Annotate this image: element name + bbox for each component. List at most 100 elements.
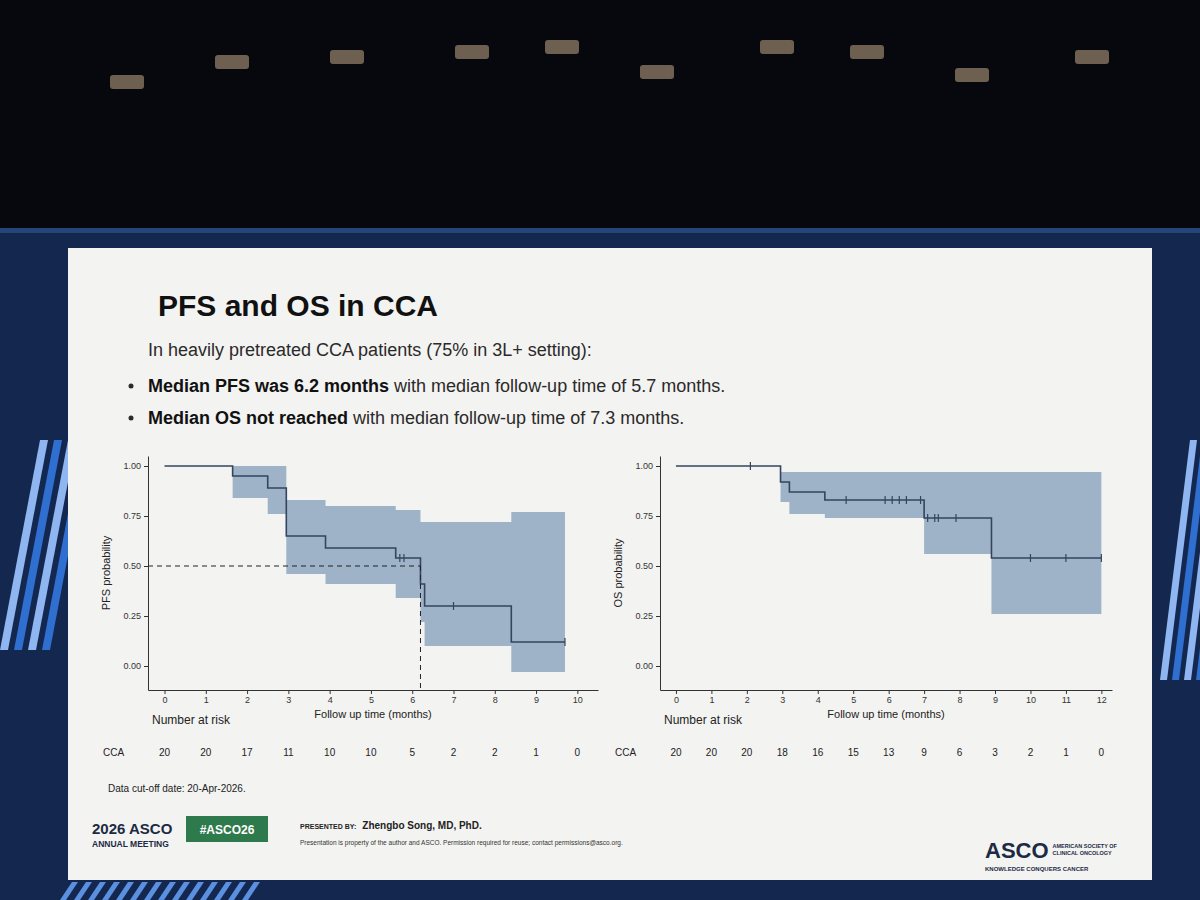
logo: ASCO [985,838,1049,863]
stripe [1196,440,1200,680]
x-axis-title: Follow up time (months) [314,708,431,720]
tick: 2 [745,690,750,705]
tick: 6 [887,690,892,705]
tick: 8 [958,690,963,705]
tick-label: 0.25 [635,611,653,621]
tick-mark [924,690,925,694]
tick-label: 7 [451,695,456,705]
tick-label: 7 [922,695,927,705]
tick-label: 1 [709,695,714,705]
stage-light [760,40,794,54]
tick-mark [288,690,289,694]
tick-label: 0.50 [635,561,653,571]
stage-light [330,50,364,64]
censor-mark [1030,554,1031,562]
stripe [130,882,148,900]
at-risk-value: 16 [812,747,824,758]
at-risk-label: CCA [103,747,124,758]
plot-area [676,462,1101,614]
bullet-text: with median follow-up time of 5.7 months… [393,376,725,396]
disclaimer: Presentation is property of the author a… [300,839,623,847]
tick-label: 9 [993,695,998,705]
censor-mark [1065,554,1066,562]
tick-mark [144,616,148,617]
tick-mark [889,690,890,694]
tick-label: 1 [204,695,209,705]
slide-title: PFS and OS in CCA [158,289,438,322]
tick-mark [960,690,961,694]
intro: In heavily pretreated CCA patients (75% … [148,340,592,360]
at-risk-value: 11 [283,747,294,758]
tick-mark [656,516,660,517]
stripe [1184,440,1200,680]
tick-mark [656,666,660,667]
tick-label: 4 [328,695,333,705]
slide-background [68,248,1152,880]
confidence-band [676,466,1101,614]
panel: 0123456789100.000.250.500.751.00Follow u… [100,457,599,759]
censor-mark [403,554,404,562]
tick-mark [747,690,748,694]
tick-mark [144,516,148,517]
at-risk-value: 10 [365,747,377,758]
at-risk-value: 9 [921,747,927,758]
stage-light [1075,50,1109,64]
stripe [214,882,232,900]
stripe [60,882,78,900]
stripe [102,882,120,900]
tick: 11 [1062,690,1071,705]
tick-label: 8 [958,695,963,705]
stripe [228,882,246,900]
at-risk-value: 13 [883,747,895,758]
tick: 10 [1026,690,1036,705]
page: PFS and OS in CCA In heavily pretreated C… [0,0,1200,900]
stage-light [215,55,249,69]
tick-mark [1101,690,1102,694]
presented-by-label: PRESENTED BY: [300,823,356,830]
tick-mark [495,690,496,694]
at-risk-value: 20 [159,747,171,758]
censor-mark [906,496,907,504]
tick-mark [1030,690,1031,694]
censor-mark [927,514,928,522]
tick-label: 0.75 [635,511,653,521]
censor-mark [750,462,751,470]
stripe [116,882,134,900]
stage-top [0,0,1200,232]
slide: PFS and OS in CCA In heavily pretreated C… [68,248,1152,880]
confidence-band [165,466,565,672]
at-risk-value: 17 [242,747,254,758]
tick: 2 [245,690,250,705]
tick-mark [656,616,660,617]
logo-line: CLINICAL ONCOLOGY [1053,850,1113,856]
tick: 1 [204,690,209,705]
tick-mark [144,466,148,467]
censor-mark [955,514,956,522]
at-risk-value: 0 [1099,747,1105,758]
stripe [186,882,204,900]
at-risk-label: CCA [615,747,636,758]
tick: 0 [163,690,168,705]
tick: 3 [286,690,291,705]
tick-mark [1066,690,1067,694]
panel: 01234567891011120.000.250.500.751.00Foll… [612,457,1113,759]
stripe [242,882,260,900]
tick-label: 3 [780,695,785,705]
censor-mark [885,496,886,504]
tick: 9 [993,690,998,705]
tick-mark [165,690,166,694]
stage-light [955,68,989,82]
hashtag: #ASCO26 [200,823,255,837]
stripe [158,882,176,900]
y-axis-title: PFS probability [100,535,112,610]
stripe [88,882,106,900]
censor-mark [453,602,454,610]
tick-label: 3 [286,695,291,705]
stage-light [455,45,489,59]
tick-label: 1.00 [635,461,653,471]
censor-mark [899,496,900,504]
bullet-text: with median follow-up time of 7.3 months… [352,408,684,428]
at-risk-value: 18 [777,747,789,758]
at-risk-value: 20 [200,747,212,758]
censor-mark [920,496,921,504]
